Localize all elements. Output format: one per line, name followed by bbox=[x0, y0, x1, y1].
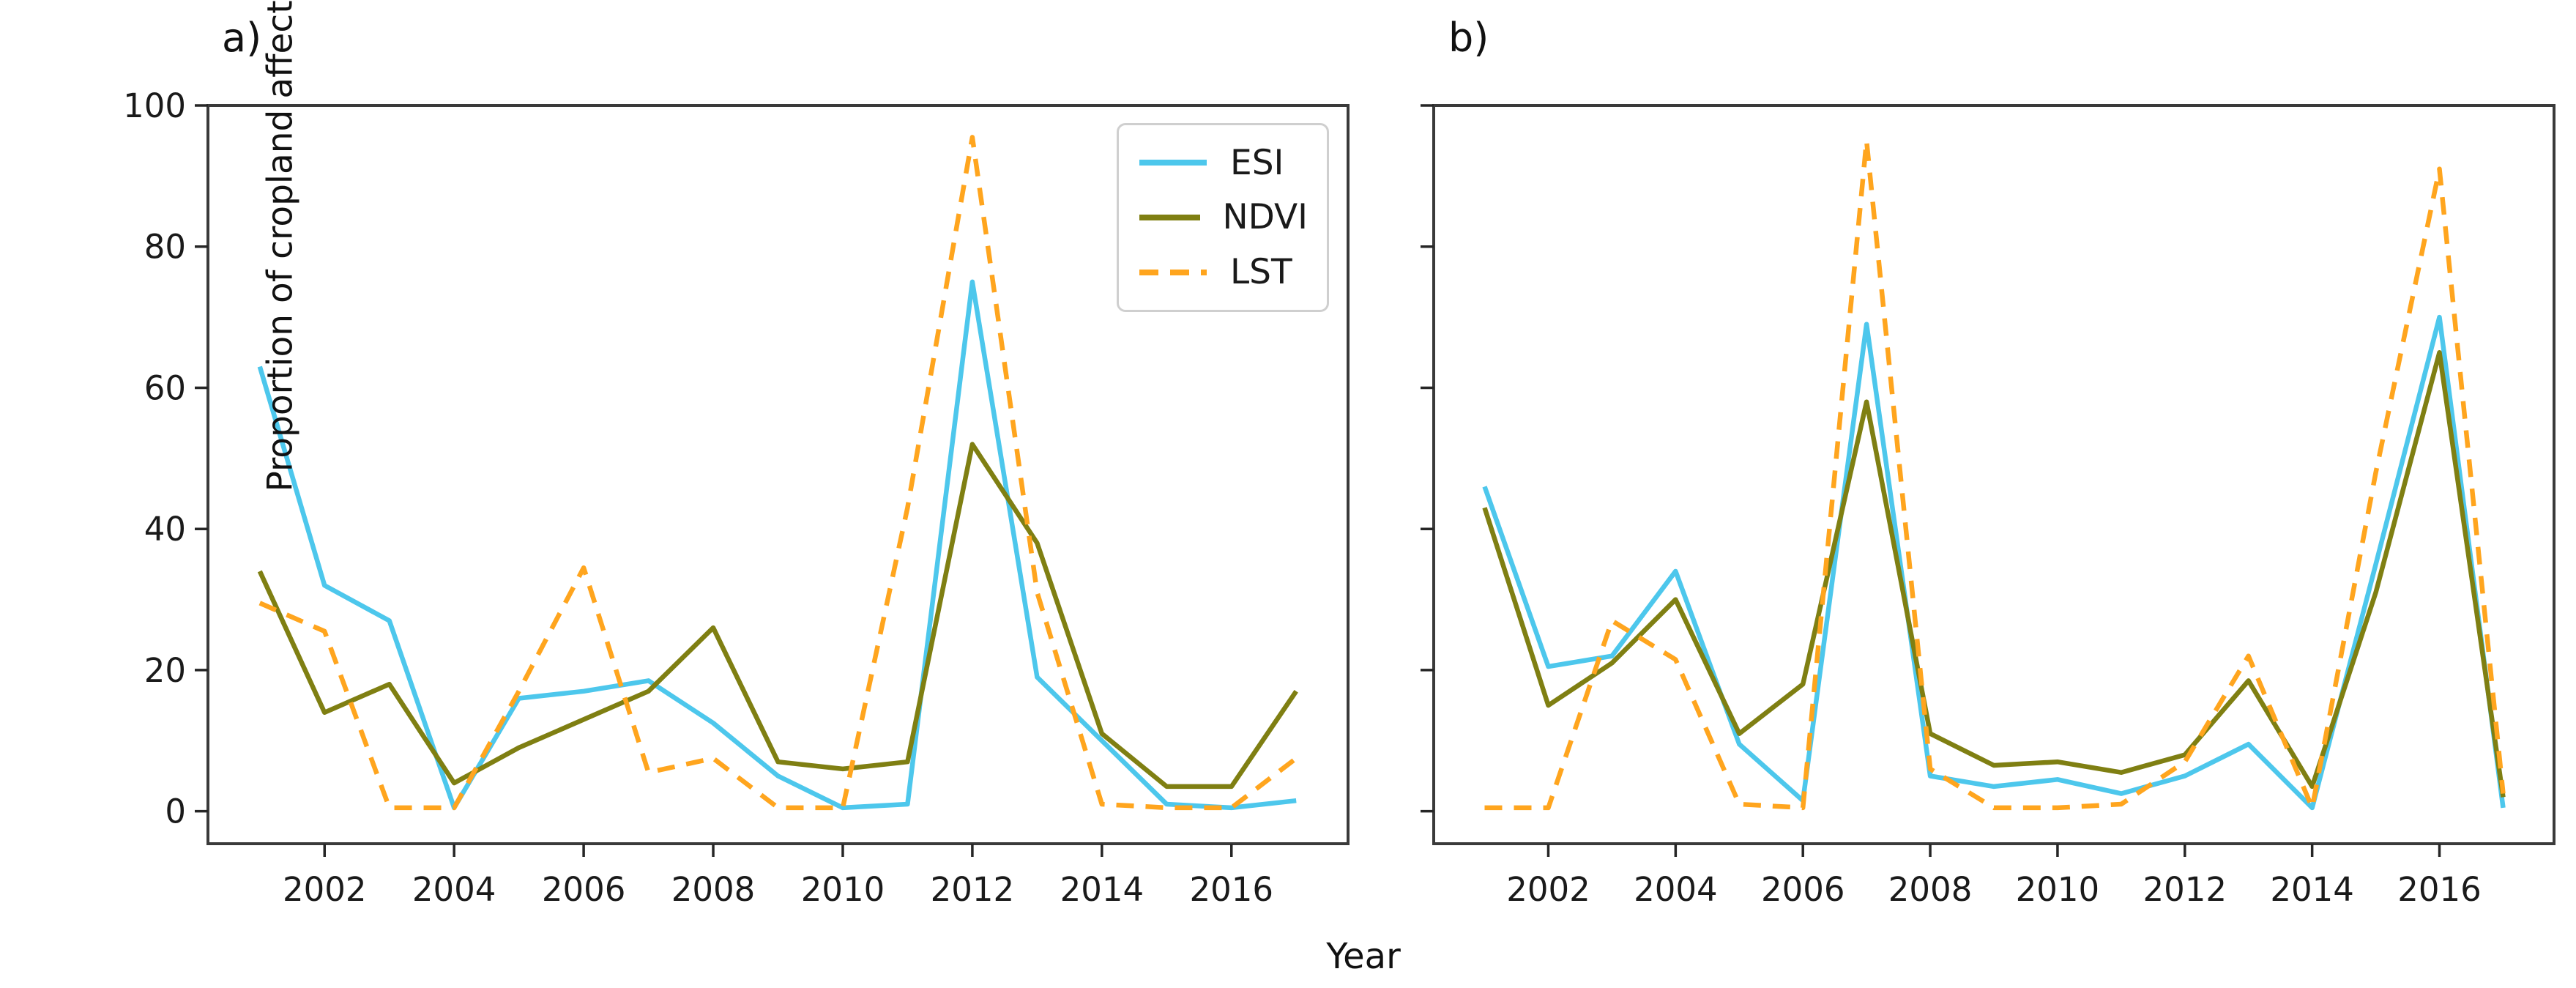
y-tick-label: 100 bbox=[123, 86, 186, 125]
y-tick-label: 20 bbox=[144, 651, 186, 690]
legend: ESI NDVI LST bbox=[1117, 123, 1329, 312]
legend-label-ndvi: NDVI bbox=[1222, 197, 1308, 238]
x-tick-label: 2004 bbox=[412, 870, 496, 909]
x-tick-label: 2012 bbox=[931, 870, 1015, 909]
x-tick-label: 2014 bbox=[2270, 870, 2354, 909]
panel-b-title: b) bbox=[1448, 15, 1489, 61]
y-tick-label: 40 bbox=[144, 510, 186, 549]
x-tick-label: 2010 bbox=[801, 870, 885, 909]
legend-label-lst: LST bbox=[1230, 252, 1292, 293]
legend-line-ndvi-icon bbox=[1139, 214, 1201, 220]
legend-item-lst: LST bbox=[1138, 255, 1308, 289]
x-tick-label: 2004 bbox=[1634, 870, 1718, 909]
ndvi-line-panel-b bbox=[1482, 350, 2506, 798]
y-tick-label: 60 bbox=[144, 368, 186, 407]
x-tick-label: 2006 bbox=[542, 870, 626, 909]
x-tick-label: 2012 bbox=[2143, 870, 2227, 909]
legend-item-ndvi: NDVI bbox=[1138, 200, 1308, 234]
lst-line-panel-b bbox=[1484, 138, 2506, 811]
legend-item-esi: ESI bbox=[1138, 146, 1308, 180]
esi-line-panel-a bbox=[257, 279, 1297, 811]
y-tick-label: 80 bbox=[144, 228, 186, 267]
lst-line-panel-a bbox=[258, 135, 1298, 811]
x-tick-label: 2008 bbox=[1888, 870, 1973, 909]
x-tick-label: 2008 bbox=[671, 870, 756, 909]
panel-a-title: a) bbox=[222, 15, 262, 61]
x-tick-label: 2014 bbox=[1060, 870, 1144, 909]
x-tick-label: 2016 bbox=[1189, 870, 1273, 909]
ndvi-line-panel-a bbox=[257, 442, 1298, 790]
legend-label-esi: ESI bbox=[1230, 142, 1284, 183]
legend-line-lst-icon bbox=[1139, 269, 1207, 275]
x-tick-label: 2016 bbox=[2397, 870, 2482, 909]
legend-line-esi-icon bbox=[1139, 160, 1207, 166]
axes-frame-a bbox=[206, 104, 1350, 845]
esi-line-panel-b bbox=[1482, 314, 2506, 811]
x-tick-label: 2002 bbox=[283, 870, 367, 909]
axes-frame-b bbox=[1432, 104, 2555, 845]
x-tick-label: 2006 bbox=[1761, 870, 1845, 909]
x-tick-label: 2010 bbox=[2016, 870, 2100, 909]
x-axis-label: Year bbox=[1326, 936, 1401, 977]
x-tick-label: 2002 bbox=[1506, 870, 1590, 909]
y-tick-label: 0 bbox=[165, 792, 186, 831]
y-axis-label: Proportion of cropland affected bbox=[260, 0, 301, 492]
